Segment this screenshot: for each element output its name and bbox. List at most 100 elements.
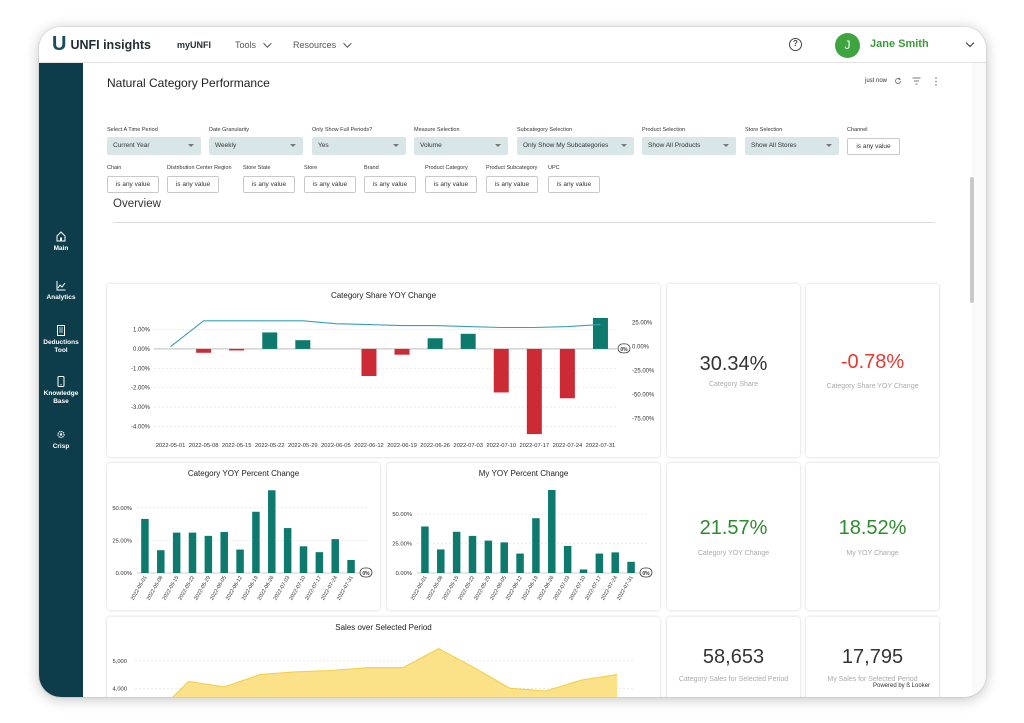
refresh-icon[interactable] <box>894 77 902 85</box>
filter-label: Select A Time Period <box>107 127 158 133</box>
filter-label: Product Selection <box>642 127 686 133</box>
kpi-tile-my-sales: 17,795 My Sales for Selected Period <box>806 617 939 697</box>
powered-by-looker: Powered by ß Looker <box>873 683 931 689</box>
dashboard-content: Natural Category Performance just now Se… <box>83 63 986 697</box>
filter-icon[interactable] <box>912 77 921 85</box>
kpi-value: 58,653 <box>702 646 765 668</box>
x-tick-label: 2022-05-08 <box>189 443 219 449</box>
sidebar: Main Analytics Deductions Tool Knowledge… <box>39 63 83 697</box>
dc-region-filter[interactable]: is any value <box>167 176 219 193</box>
sidebar-item-deductions[interactable]: Deductions Tool <box>39 325 83 355</box>
scrollbar-track[interactable] <box>972 63 986 697</box>
y-tick-label: 25.00% <box>112 538 132 544</box>
filter-label: UPC <box>548 165 560 171</box>
dropdown-arrow-icon <box>393 144 399 147</box>
y-tick-label: -4.00% <box>131 424 151 430</box>
filter-label: Chain <box>107 165 122 171</box>
area-fill <box>172 648 618 697</box>
kpi-value: 18.52% <box>838 517 907 539</box>
product-category-filter[interactable]: is any value <box>425 176 477 193</box>
upc-filter[interactable]: is any value <box>548 176 600 193</box>
nav-tools[interactable]: Tools <box>235 38 272 50</box>
chain-filter[interactable]: is any value <box>107 176 159 193</box>
subcategory-select[interactable]: Only Show My Subcategories <box>517 137 634 155</box>
x-tick-label: 2022-06-19 <box>387 443 417 449</box>
filter-label: Brand <box>364 165 379 171</box>
date-granularity-select[interactable]: Weekly <box>209 137 303 155</box>
area-line <box>172 647 618 697</box>
kpi-tile-category-share-yoy: -0.78% Category Share YOY Change <box>806 284 939 457</box>
sidebar-item-knowledge-base[interactable]: Knowledge Base <box>39 376 83 406</box>
sidebar-item-crisp[interactable]: Crisp <box>39 429 83 451</box>
y2-tick-label: -50.00% <box>632 393 655 399</box>
tablet-icon <box>57 376 65 387</box>
kpi-value: 30.34% <box>699 353 768 375</box>
nav-resources[interactable]: Resources <box>293 38 352 50</box>
x-tick-label: 2022-05-22 <box>255 443 285 449</box>
home-icon <box>56 231 66 242</box>
sidebar-item-analytics[interactable]: Analytics <box>39 280 83 302</box>
scrollbar-thumb[interactable] <box>970 177 974 303</box>
filter-label: Subcategory Selection <box>517 127 573 133</box>
bar <box>196 348 212 353</box>
y-tick-label: 25.00% <box>392 542 412 548</box>
bar <box>172 532 181 573</box>
y-tick-label: -2.00% <box>131 386 151 392</box>
sidebar-item-label: Analytics <box>46 294 76 301</box>
section-title-overview: Overview <box>113 198 161 210</box>
store-filter[interactable]: is any value <box>304 176 356 193</box>
dropdown-arrow-icon <box>290 144 296 147</box>
bar <box>493 348 509 393</box>
filter-label: Date Granularity <box>209 127 250 133</box>
product-select[interactable]: Show All Products <box>642 137 736 155</box>
bar <box>563 545 572 573</box>
chart-tile-my-yoy-percent: My YOY Percent Change 50.00% 25.00% 0.00% 2… <box>387 463 660 610</box>
kpi-label: Category Share <box>708 381 759 388</box>
channel-filter[interactable]: is any value <box>847 138 900 155</box>
chevron-down-icon[interactable] <box>965 38 975 48</box>
bar <box>484 540 493 573</box>
y-tick-label: 1.00% <box>133 328 151 334</box>
product-subcategory-filter[interactable]: is any value <box>486 176 538 193</box>
x-tick-label: 2022-07-24 <box>553 443 583 449</box>
store-state-filter[interactable]: is any value <box>243 176 295 193</box>
filter-label: Store State <box>243 165 271 171</box>
avatar[interactable]: J <box>835 33 860 58</box>
bar <box>252 511 260 573</box>
x-tick-label: 2022-05-15 <box>222 443 252 449</box>
combo-chart: 1.00% 0.00% -1.00% -2.00% -3.00% -4.00% 25.00%… <box>131 317 655 449</box>
brand-filter[interactable]: is any value <box>364 176 416 193</box>
bar <box>141 518 149 573</box>
more-vertical-icon[interactable] <box>934 77 938 86</box>
dropdown-arrow-icon <box>621 144 627 147</box>
sidebar-item-main[interactable]: Main <box>39 231 83 253</box>
bar <box>295 340 311 349</box>
bar <box>500 542 508 573</box>
kpi-tile-my-yoy: 18.52% My YOY Change <box>806 463 939 610</box>
full-periods-select[interactable]: Yes <box>312 137 406 155</box>
line-chart-icon <box>56 281 66 291</box>
filter-label: Store Selection <box>745 127 783 133</box>
sidebar-item-label: Deductions Tool <box>43 339 79 354</box>
help-icon[interactable]: ? <box>789 38 802 51</box>
kpi-label: My Sales for Selected Period <box>827 676 918 683</box>
refresh-status: just now <box>865 78 888 84</box>
dropdown-arrow-icon <box>188 144 194 147</box>
y-tick-label: 0.00% <box>133 347 151 353</box>
x-tick-label: 2022-07-31 <box>616 575 635 602</box>
y-tick-label: 0.00% <box>116 571 132 577</box>
bar <box>592 317 608 349</box>
measure-select[interactable]: Volume <box>414 137 508 155</box>
store-select[interactable]: Show All Stores <box>745 137 839 155</box>
x-tick-label: 2022-06-05 <box>321 443 351 449</box>
nav-myunfi[interactable]: myUNFI <box>177 39 212 50</box>
chart-title: Category Share YOY Change <box>330 291 437 300</box>
time-period-select[interactable]: Current Year <box>107 137 201 155</box>
x-tick-label: 2022-07-03 <box>453 443 483 449</box>
logo[interactable]: U UNFI insights <box>52 33 151 56</box>
bar <box>437 549 445 573</box>
dropdown-arrow-icon <box>826 144 832 147</box>
dropdown-arrow-icon <box>495 144 501 147</box>
user-name[interactable]: Jane Smith <box>870 38 929 50</box>
